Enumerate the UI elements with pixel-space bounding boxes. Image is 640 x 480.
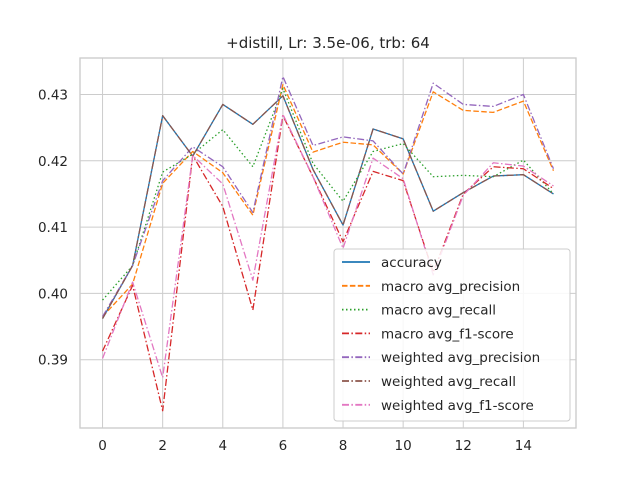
y-tick-label: 0.43 [38, 87, 68, 103]
y-tick-label: 0.41 [38, 220, 68, 236]
series-line-weighted-avg-recall [101, 95, 554, 319]
legend-label: macro avg_f1-score [381, 326, 514, 342]
x-axis-ticks: 0 2 4 6 8 10 12 14 [98, 438, 532, 454]
legend-label: macro avg_precision [381, 279, 520, 295]
legend-label: weighted avg_f1-score [381, 398, 534, 414]
legend-box [333, 248, 571, 422]
legend-label: weighted avg_recall [381, 374, 516, 390]
series-line-macro-avg-recall [102, 87, 554, 301]
x-tick-label: 10 [395, 438, 412, 454]
x-tick-label: 2 [158, 438, 167, 454]
series-line-weighted-avg-f1-score [101, 113, 554, 379]
legend-label: accuracy [381, 255, 442, 271]
y-tick-label: 0.42 [38, 154, 68, 170]
chart-title: +distill, Lr: 3.5e-06, trb: 64 [226, 34, 430, 52]
legend-label: macro avg_recall [381, 303, 496, 319]
x-tick-label: 0 [98, 438, 107, 454]
x-tick-label: 8 [339, 438, 348, 454]
x-tick-label: 12 [455, 438, 472, 454]
y-axis-ticks: 0.39 0.40 0.41 0.42 0.43 [38, 87, 68, 368]
x-tick-label: 4 [218, 438, 227, 454]
series-lines [101, 75, 555, 412]
y-tick-label: 0.40 [38, 286, 68, 302]
legend-label: weighted avg_precision [381, 350, 540, 366]
y-tick-label: 0.39 [38, 353, 68, 369]
series-line-weighted-avg-precision [101, 75, 555, 317]
series-line-macro-avg-precision [102, 83, 555, 318]
x-tick-label: 14 [515, 438, 532, 454]
series-line-macro-avg-f1-score [101, 115, 554, 412]
x-tick-label: 6 [279, 438, 288, 454]
plot-frame [79, 57, 577, 429]
